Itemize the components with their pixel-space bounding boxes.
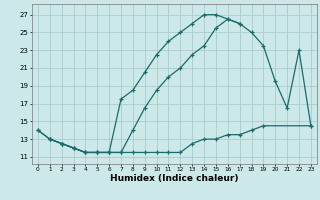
X-axis label: Humidex (Indice chaleur): Humidex (Indice chaleur) [110, 174, 239, 183]
